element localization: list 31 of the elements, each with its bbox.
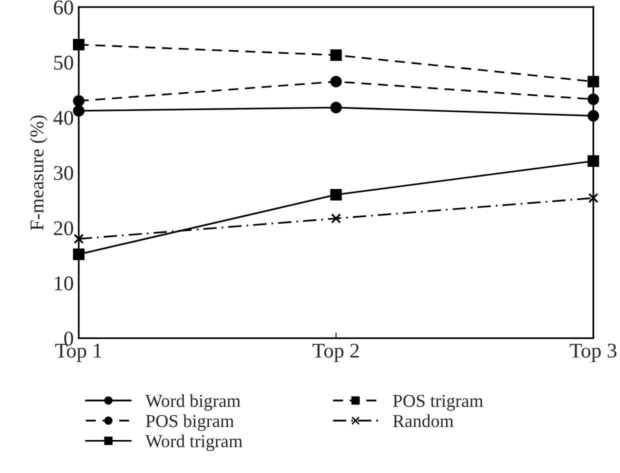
point (588, 93, 600, 106)
y-tick-label: 10 (54, 276, 74, 290)
x-tick-label: Top 1 (55, 344, 102, 362)
legend-label: POS bigram (146, 414, 234, 431)
legend-label: Random (393, 414, 454, 428)
point (330, 213, 342, 224)
point (72, 38, 85, 50)
point (72, 248, 85, 260)
y-tick-label: 0 (64, 332, 74, 346)
y-axis-title: F-measure (%) (30, 115, 48, 230)
point (74, 234, 84, 244)
legend-label: Word bigram (145, 394, 240, 411)
y-tick-label: 20 (54, 221, 74, 236)
legend-label: POS trigram (393, 394, 484, 411)
point (330, 76, 342, 88)
point (588, 155, 600, 167)
point (72, 95, 85, 107)
x-tick-label: Top 3 (570, 344, 616, 362)
point (330, 49, 342, 61)
point (588, 110, 600, 122)
point (72, 105, 85, 117)
point (330, 188, 342, 200)
y-tick-label: 50 (54, 56, 74, 70)
y-tick-label: 30 (54, 166, 74, 180)
y-tick-label: 40 (53, 110, 74, 125)
point (588, 76, 600, 88)
point (588, 192, 598, 204)
y-tick-label: 60 (54, 0, 74, 15)
x-tick-label: Top 2 (312, 344, 359, 362)
legend-label: Word trigram (145, 434, 242, 452)
point (330, 102, 342, 114)
